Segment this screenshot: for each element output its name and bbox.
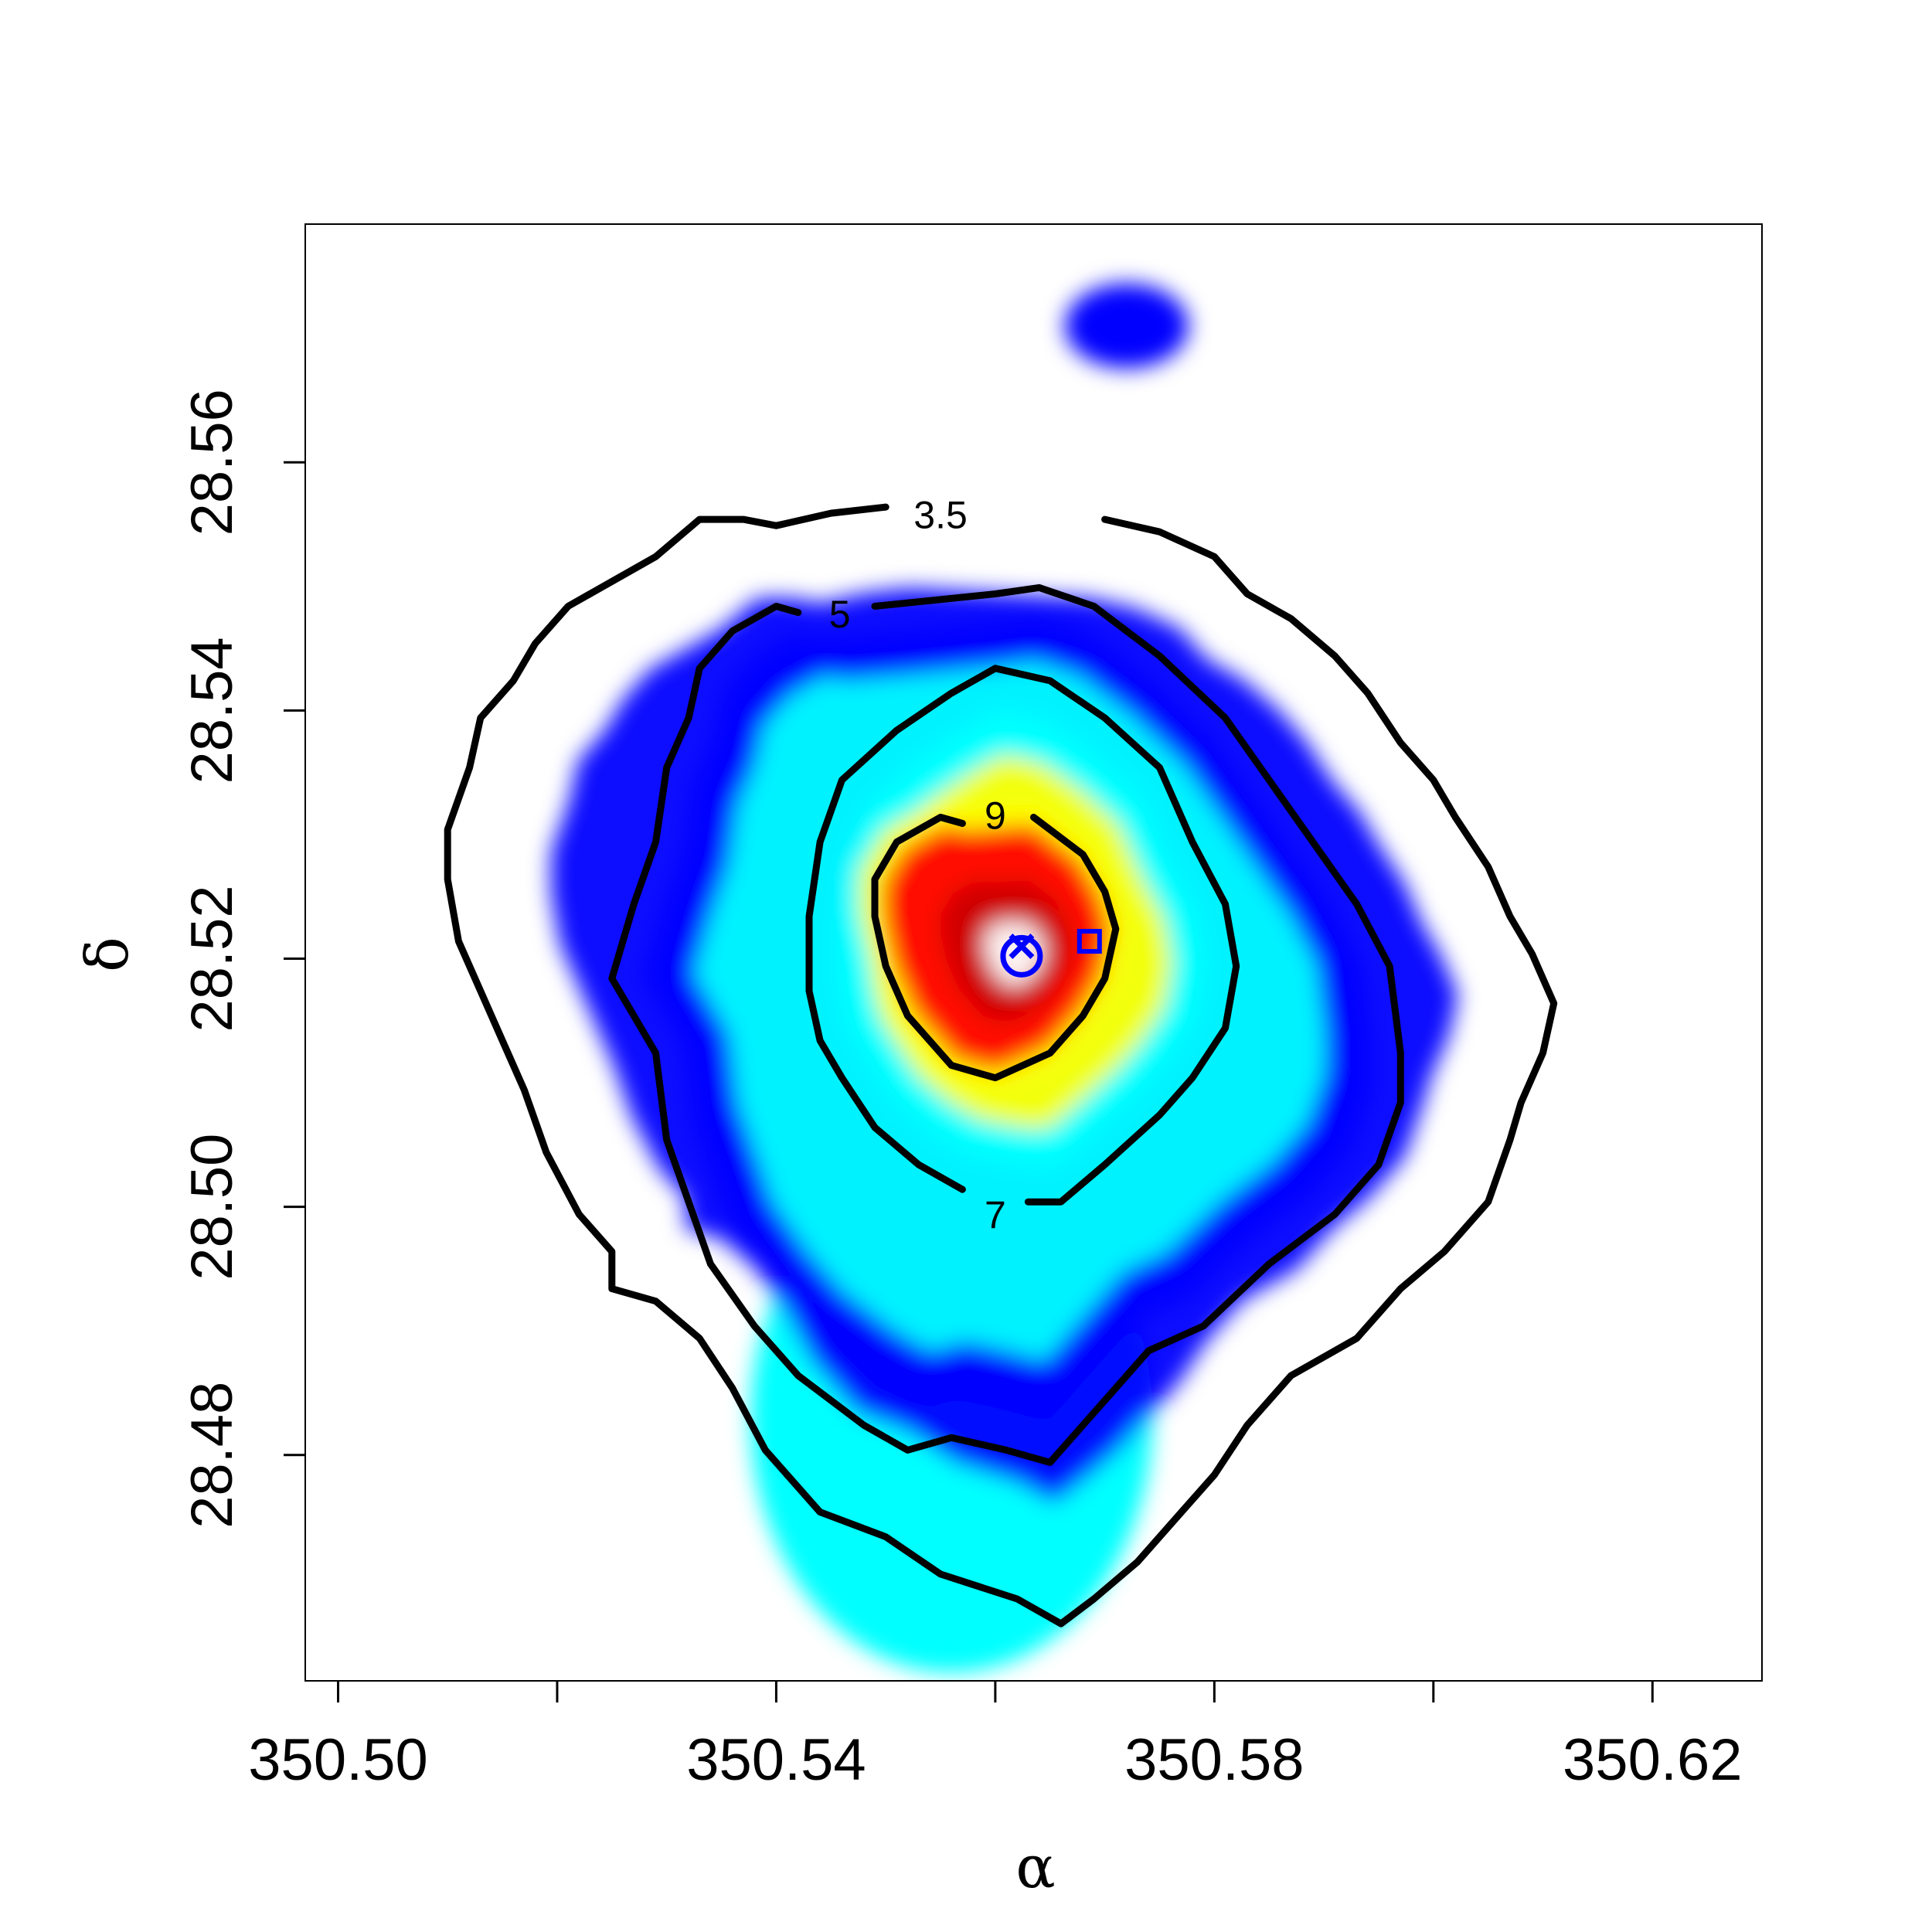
y-tick-label: 28.52 <box>179 885 245 1032</box>
density-heatmap <box>550 283 1458 1673</box>
markers <box>1000 929 1102 978</box>
contour-label: 9 <box>985 794 1006 837</box>
x-axis-title: α <box>1015 1832 1055 1901</box>
x-tick-label: 350.54 <box>686 1727 866 1793</box>
contour-lines: 3.5 5 7 9 <box>444 494 1558 1628</box>
x-axis: 350.50 350.54 350.58 350.62 <box>248 1681 1742 1793</box>
contour-line <box>871 814 1120 1082</box>
x-tick-label: 350.62 <box>1563 1727 1742 1793</box>
y-tick-label: 28.54 <box>179 637 245 784</box>
y-axis-title: δ <box>73 937 141 972</box>
y-tick-label: 28.56 <box>179 389 245 536</box>
plot-frame <box>304 223 1763 1682</box>
heatmap-bands <box>550 283 1458 1673</box>
x-tick-label: 350.58 <box>1124 1727 1304 1793</box>
contour-line <box>805 665 1240 1206</box>
square-marker <box>1077 929 1102 954</box>
contour-line <box>444 503 1558 1628</box>
contour-line <box>608 583 1404 1466</box>
y-tick-label: 28.48 <box>179 1382 245 1529</box>
contour-label: 7 <box>985 1193 1006 1236</box>
contour-label: 5 <box>829 593 851 636</box>
y-axis: 28.48 28.50 28.52 28.54 28.56 <box>179 389 305 1529</box>
x-tick-label: 350.50 <box>248 1727 427 1793</box>
circle-marker <box>1000 934 1043 978</box>
density-peak <box>1064 283 1189 369</box>
contour-label: 3.5 <box>913 494 968 537</box>
y-tick-label: 28.50 <box>179 1134 245 1281</box>
